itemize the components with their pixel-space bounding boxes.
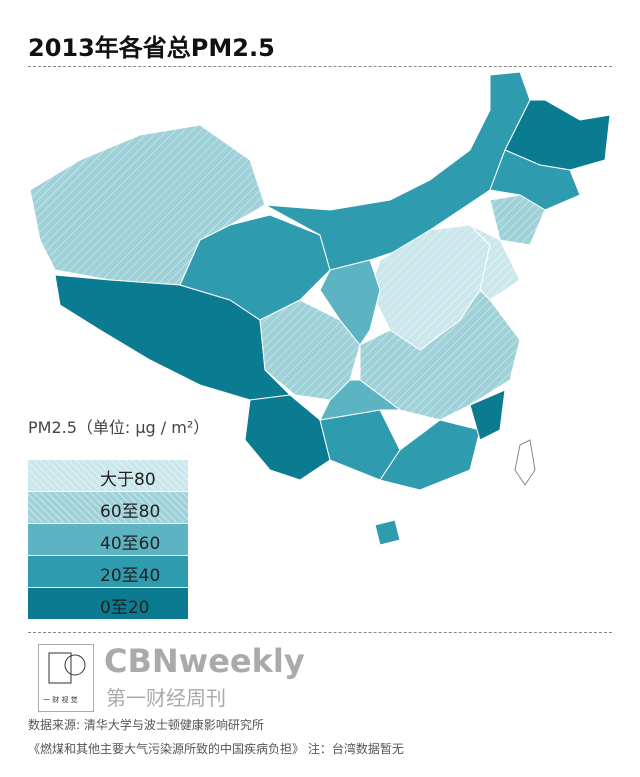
hatch bbox=[470, 225, 520, 300]
hatch bbox=[490, 195, 545, 245]
hatch bbox=[30, 125, 265, 285]
hatch bbox=[370, 225, 490, 350]
legend-item: 40至60 bbox=[28, 524, 188, 556]
divider bbox=[28, 632, 612, 633]
logo-mark bbox=[48, 652, 86, 684]
province bbox=[319, 379, 402, 421]
province bbox=[489, 149, 581, 211]
logo-text: 一 财 视 觉 bbox=[43, 696, 78, 704]
divider bbox=[28, 66, 612, 67]
hatch bbox=[360, 290, 520, 420]
legend-item: 0至20 bbox=[28, 588, 188, 620]
logo: 一 财 视 觉 bbox=[38, 644, 94, 712]
legend-label: 0至20 bbox=[100, 598, 150, 618]
hatch bbox=[260, 300, 360, 400]
legend-title: PM2.5（单位: μg / m²） bbox=[28, 418, 210, 437]
title: 2013年各省总PM2.5 bbox=[28, 34, 275, 62]
note: 《燃煤和其他主要大气污染源所致的中国疾病负担》 注：台湾数据暂无 bbox=[28, 742, 404, 756]
legend-label: 40至60 bbox=[100, 534, 161, 554]
province bbox=[244, 394, 331, 481]
legend-item: 大于80 bbox=[28, 460, 188, 492]
map bbox=[29, 71, 611, 546]
legend-label: 20至40 bbox=[100, 566, 161, 586]
brand-subtitle: 第一财经周刊 bbox=[106, 686, 226, 710]
province bbox=[469, 389, 506, 441]
source: 数据来源: 清华大学与波士顿健康影响研究所 bbox=[28, 718, 264, 732]
legend-item: 20至40 bbox=[28, 556, 188, 588]
legend-label: 60至80 bbox=[100, 502, 161, 522]
legend-label: 大于80 bbox=[100, 470, 156, 490]
province bbox=[374, 519, 401, 546]
province bbox=[319, 259, 381, 346]
legend-item: 60至80 bbox=[28, 492, 188, 524]
brand-name: CBNweekly bbox=[104, 642, 305, 680]
